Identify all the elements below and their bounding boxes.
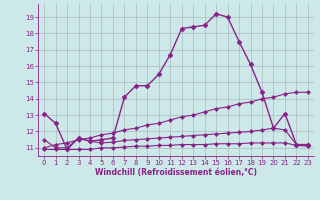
X-axis label: Windchill (Refroidissement éolien,°C): Windchill (Refroidissement éolien,°C) [95, 168, 257, 177]
